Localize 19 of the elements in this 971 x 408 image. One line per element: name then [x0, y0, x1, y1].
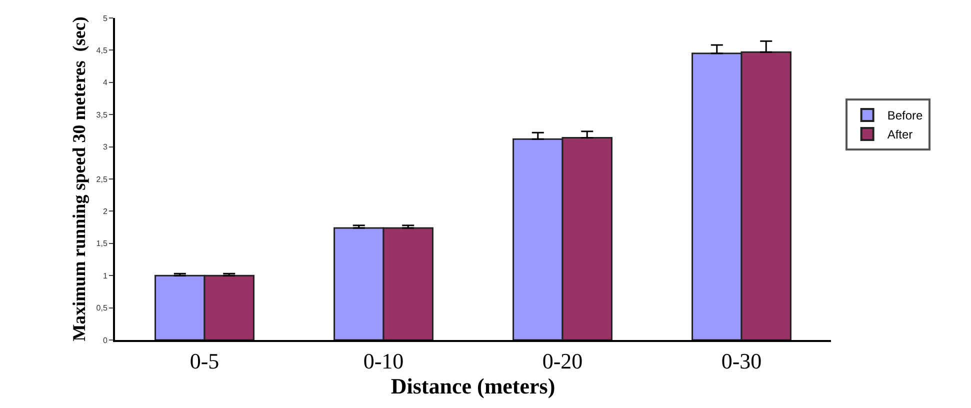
y-tick-label: 1,5: [96, 239, 108, 248]
y-tick-label: 3,5: [96, 110, 108, 120]
x-axis-title: Distance (meters): [390, 373, 556, 398]
y-tick-label: 3: [102, 142, 108, 152]
x-tick-label: 0-30: [721, 348, 762, 374]
y-tick-label: 5: [102, 14, 108, 23]
y-axis-title: Maximum running speed 30 meteres (sec): [68, 16, 89, 342]
x-tick-label: 0-10: [363, 348, 404, 374]
x-tick-label: 0-5: [190, 348, 220, 374]
y-tick-label: 1: [102, 271, 108, 280]
y-tick-label: 2,5: [96, 174, 108, 184]
legend-label: Before: [887, 108, 923, 123]
y-tick-label: 4: [102, 78, 108, 88]
y-tick-label: 0,5: [96, 304, 108, 313]
y-tick-label: 2: [102, 207, 108, 216]
y-tick-label: 0: [102, 336, 108, 345]
x-tick-label: 0-20: [542, 348, 583, 374]
y-tick-label: 4,5: [96, 46, 108, 55]
legend-label: After: [887, 128, 913, 142]
